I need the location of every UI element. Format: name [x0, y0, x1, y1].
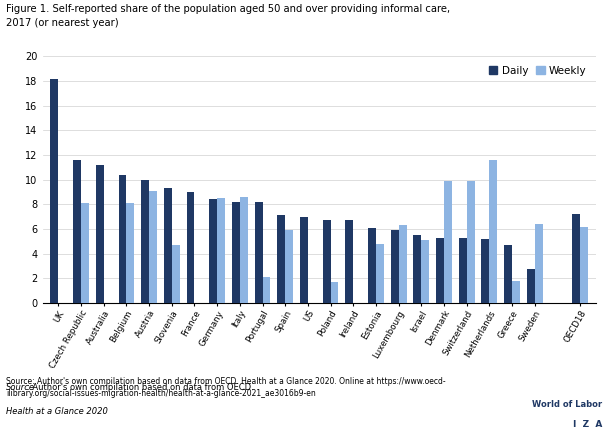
Bar: [232, 202, 240, 303]
Bar: [413, 235, 421, 303]
Text: Source: Author's own compilation based on data from OECD. Health at a Glance 202: Source: Author's own compilation based o…: [6, 377, 446, 397]
Text: Health at a Glance 2020: Health at a Glance 2020: [6, 407, 108, 416]
Bar: [323, 220, 331, 303]
Bar: [512, 281, 520, 303]
Bar: [187, 192, 195, 303]
Bar: [580, 226, 588, 303]
Bar: [126, 203, 134, 303]
Bar: [141, 180, 149, 303]
Legend: Daily, Weekly: Daily, Weekly: [485, 61, 590, 80]
Bar: [444, 181, 452, 303]
Bar: [331, 282, 339, 303]
Bar: [50, 78, 58, 303]
Bar: [436, 238, 444, 303]
Bar: [534, 224, 542, 303]
Bar: [300, 216, 308, 303]
Bar: [504, 245, 512, 303]
Bar: [209, 200, 217, 303]
Bar: [263, 277, 271, 303]
Bar: [458, 238, 466, 303]
Bar: [81, 203, 89, 303]
Bar: [164, 188, 172, 303]
Bar: [217, 198, 225, 303]
Text: Figure 1. Self-reported share of the population aged 50 and over providing infor: Figure 1. Self-reported share of the pop…: [6, 4, 450, 28]
Bar: [482, 239, 489, 303]
Bar: [466, 181, 474, 303]
Text: I  Z  A: I Z A: [573, 420, 602, 429]
Bar: [172, 245, 180, 303]
Bar: [149, 191, 157, 303]
Bar: [368, 228, 376, 303]
Bar: [399, 225, 407, 303]
Text: : Author's own compilation based on data from OECD.: : Author's own compilation based on data…: [27, 383, 256, 392]
Bar: [285, 230, 293, 303]
Bar: [277, 216, 285, 303]
Bar: [390, 230, 399, 303]
Bar: [96, 165, 104, 303]
Bar: [255, 202, 263, 303]
Bar: [119, 175, 126, 303]
Bar: [73, 160, 81, 303]
Bar: [572, 214, 580, 303]
Bar: [421, 240, 429, 303]
Text: World of Labor: World of Labor: [532, 400, 602, 409]
Bar: [527, 268, 534, 303]
Bar: [489, 160, 497, 303]
Bar: [345, 220, 353, 303]
Bar: [240, 197, 248, 303]
Bar: [376, 244, 384, 303]
Text: Source: Source: [6, 383, 35, 392]
